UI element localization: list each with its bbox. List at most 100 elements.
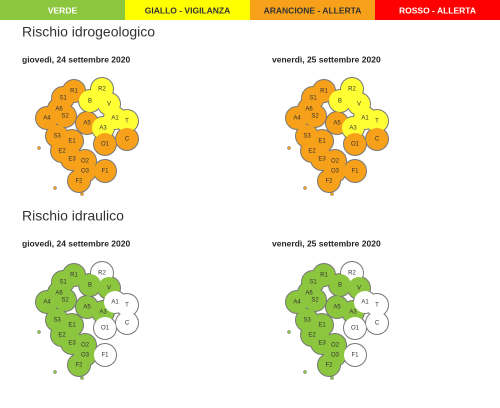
zone <box>94 133 116 155</box>
zone-label: B <box>338 99 342 105</box>
zone <box>116 128 138 150</box>
zone-label: B <box>88 99 92 105</box>
zone-label: F2 <box>75 179 83 185</box>
zone-label: E1 <box>68 323 76 329</box>
zone-label: O1 <box>351 326 360 332</box>
zone-label: O3 <box>331 353 340 359</box>
section-title: Rischio idrogeologico <box>22 24 155 40</box>
zone-label: R1 <box>320 273 328 279</box>
zone-label: A3 <box>349 310 357 316</box>
zone-label: V <box>107 286 111 292</box>
section-title: Rischio idraulico <box>22 208 124 224</box>
zone <box>94 160 116 182</box>
zone-label: R1 <box>70 273 78 279</box>
zone <box>116 312 138 334</box>
zone-label: O1 <box>101 326 110 332</box>
zone <box>366 128 388 150</box>
zone-label: R2 <box>348 271 356 277</box>
map-date: giovedì, 24 settembre 2020 <box>22 54 130 64</box>
zone <box>79 90 101 112</box>
zone-label: S2 <box>61 298 69 304</box>
zone-label: A3 <box>349 126 357 132</box>
zone-label: A6 <box>55 291 63 297</box>
legend-label: VERDE <box>48 5 78 15</box>
zone-label: O3 <box>331 169 340 175</box>
zone <box>286 291 308 313</box>
island <box>303 186 307 190</box>
zone-label: O1 <box>351 142 360 148</box>
zone-label: E1 <box>318 139 326 145</box>
zone <box>94 317 116 339</box>
zone <box>116 110 138 132</box>
zone-label: S2 <box>61 114 69 120</box>
legend-label: GIALLO - VIGILANZA <box>145 5 230 15</box>
zone-label: F2 <box>325 179 333 185</box>
zone-label: A6 <box>305 291 313 297</box>
zone-label: E2 <box>308 149 316 155</box>
zone-label: O2 <box>331 343 340 349</box>
zone-label: F1 <box>351 169 359 175</box>
zone-label: A5 <box>83 121 91 127</box>
map-date: giovedì, 24 settembre 2020 <box>22 238 130 248</box>
zone <box>366 312 388 334</box>
zone-label: S2 <box>311 298 319 304</box>
zone-label: C <box>375 321 380 327</box>
zone-label: V <box>357 286 361 292</box>
zone-label: C <box>375 137 380 143</box>
zone-label: S1 <box>309 96 317 102</box>
zone-label: A3 <box>99 126 107 132</box>
zone-label: S2 <box>311 114 319 120</box>
zone-label: A1 <box>361 300 369 306</box>
zone-label: E1 <box>68 139 76 145</box>
island <box>53 186 57 190</box>
zone-label: C <box>125 321 130 327</box>
zone-label: A4 <box>43 300 51 306</box>
zone-label: T <box>375 303 379 309</box>
zone-label: S1 <box>309 280 317 286</box>
zone <box>366 110 388 132</box>
legend-label: ROSSO - ALLERTA <box>399 5 476 15</box>
zone-label: F1 <box>351 353 359 359</box>
zone <box>116 294 138 316</box>
zone-label: S3 <box>53 134 61 140</box>
legend-box <box>0 0 125 20</box>
zone-label: T <box>125 119 129 125</box>
zone <box>344 133 366 155</box>
zone-label: A5 <box>333 121 341 127</box>
zone-label: F1 <box>101 169 109 175</box>
zone <box>329 274 351 296</box>
zone-label: O2 <box>331 159 340 165</box>
zone-label: R2 <box>98 87 106 93</box>
island <box>303 370 307 374</box>
zone <box>36 291 58 313</box>
zone <box>94 344 116 366</box>
zone-label: O1 <box>101 142 110 148</box>
legend-box <box>125 0 250 20</box>
zone-label: E2 <box>308 333 316 339</box>
zone-label: A4 <box>43 116 51 122</box>
island <box>330 192 334 196</box>
zone-label: A6 <box>305 107 313 113</box>
zone-label: A3 <box>99 310 107 316</box>
island <box>37 330 41 334</box>
island <box>330 376 334 380</box>
zone-label: R2 <box>98 271 106 277</box>
zone-label: E2 <box>58 333 66 339</box>
zone <box>344 160 366 182</box>
zone <box>304 289 326 311</box>
zone-label: O2 <box>81 343 90 349</box>
zone <box>344 344 366 366</box>
zone-label: E3 <box>318 341 326 347</box>
zone-label: A1 <box>361 116 369 122</box>
legend-box <box>250 0 375 20</box>
zone-label: S1 <box>59 280 67 286</box>
zone-label: R2 <box>348 87 356 93</box>
zone-label: T <box>375 119 379 125</box>
zone-label: R1 <box>320 89 328 95</box>
zone <box>318 170 340 192</box>
